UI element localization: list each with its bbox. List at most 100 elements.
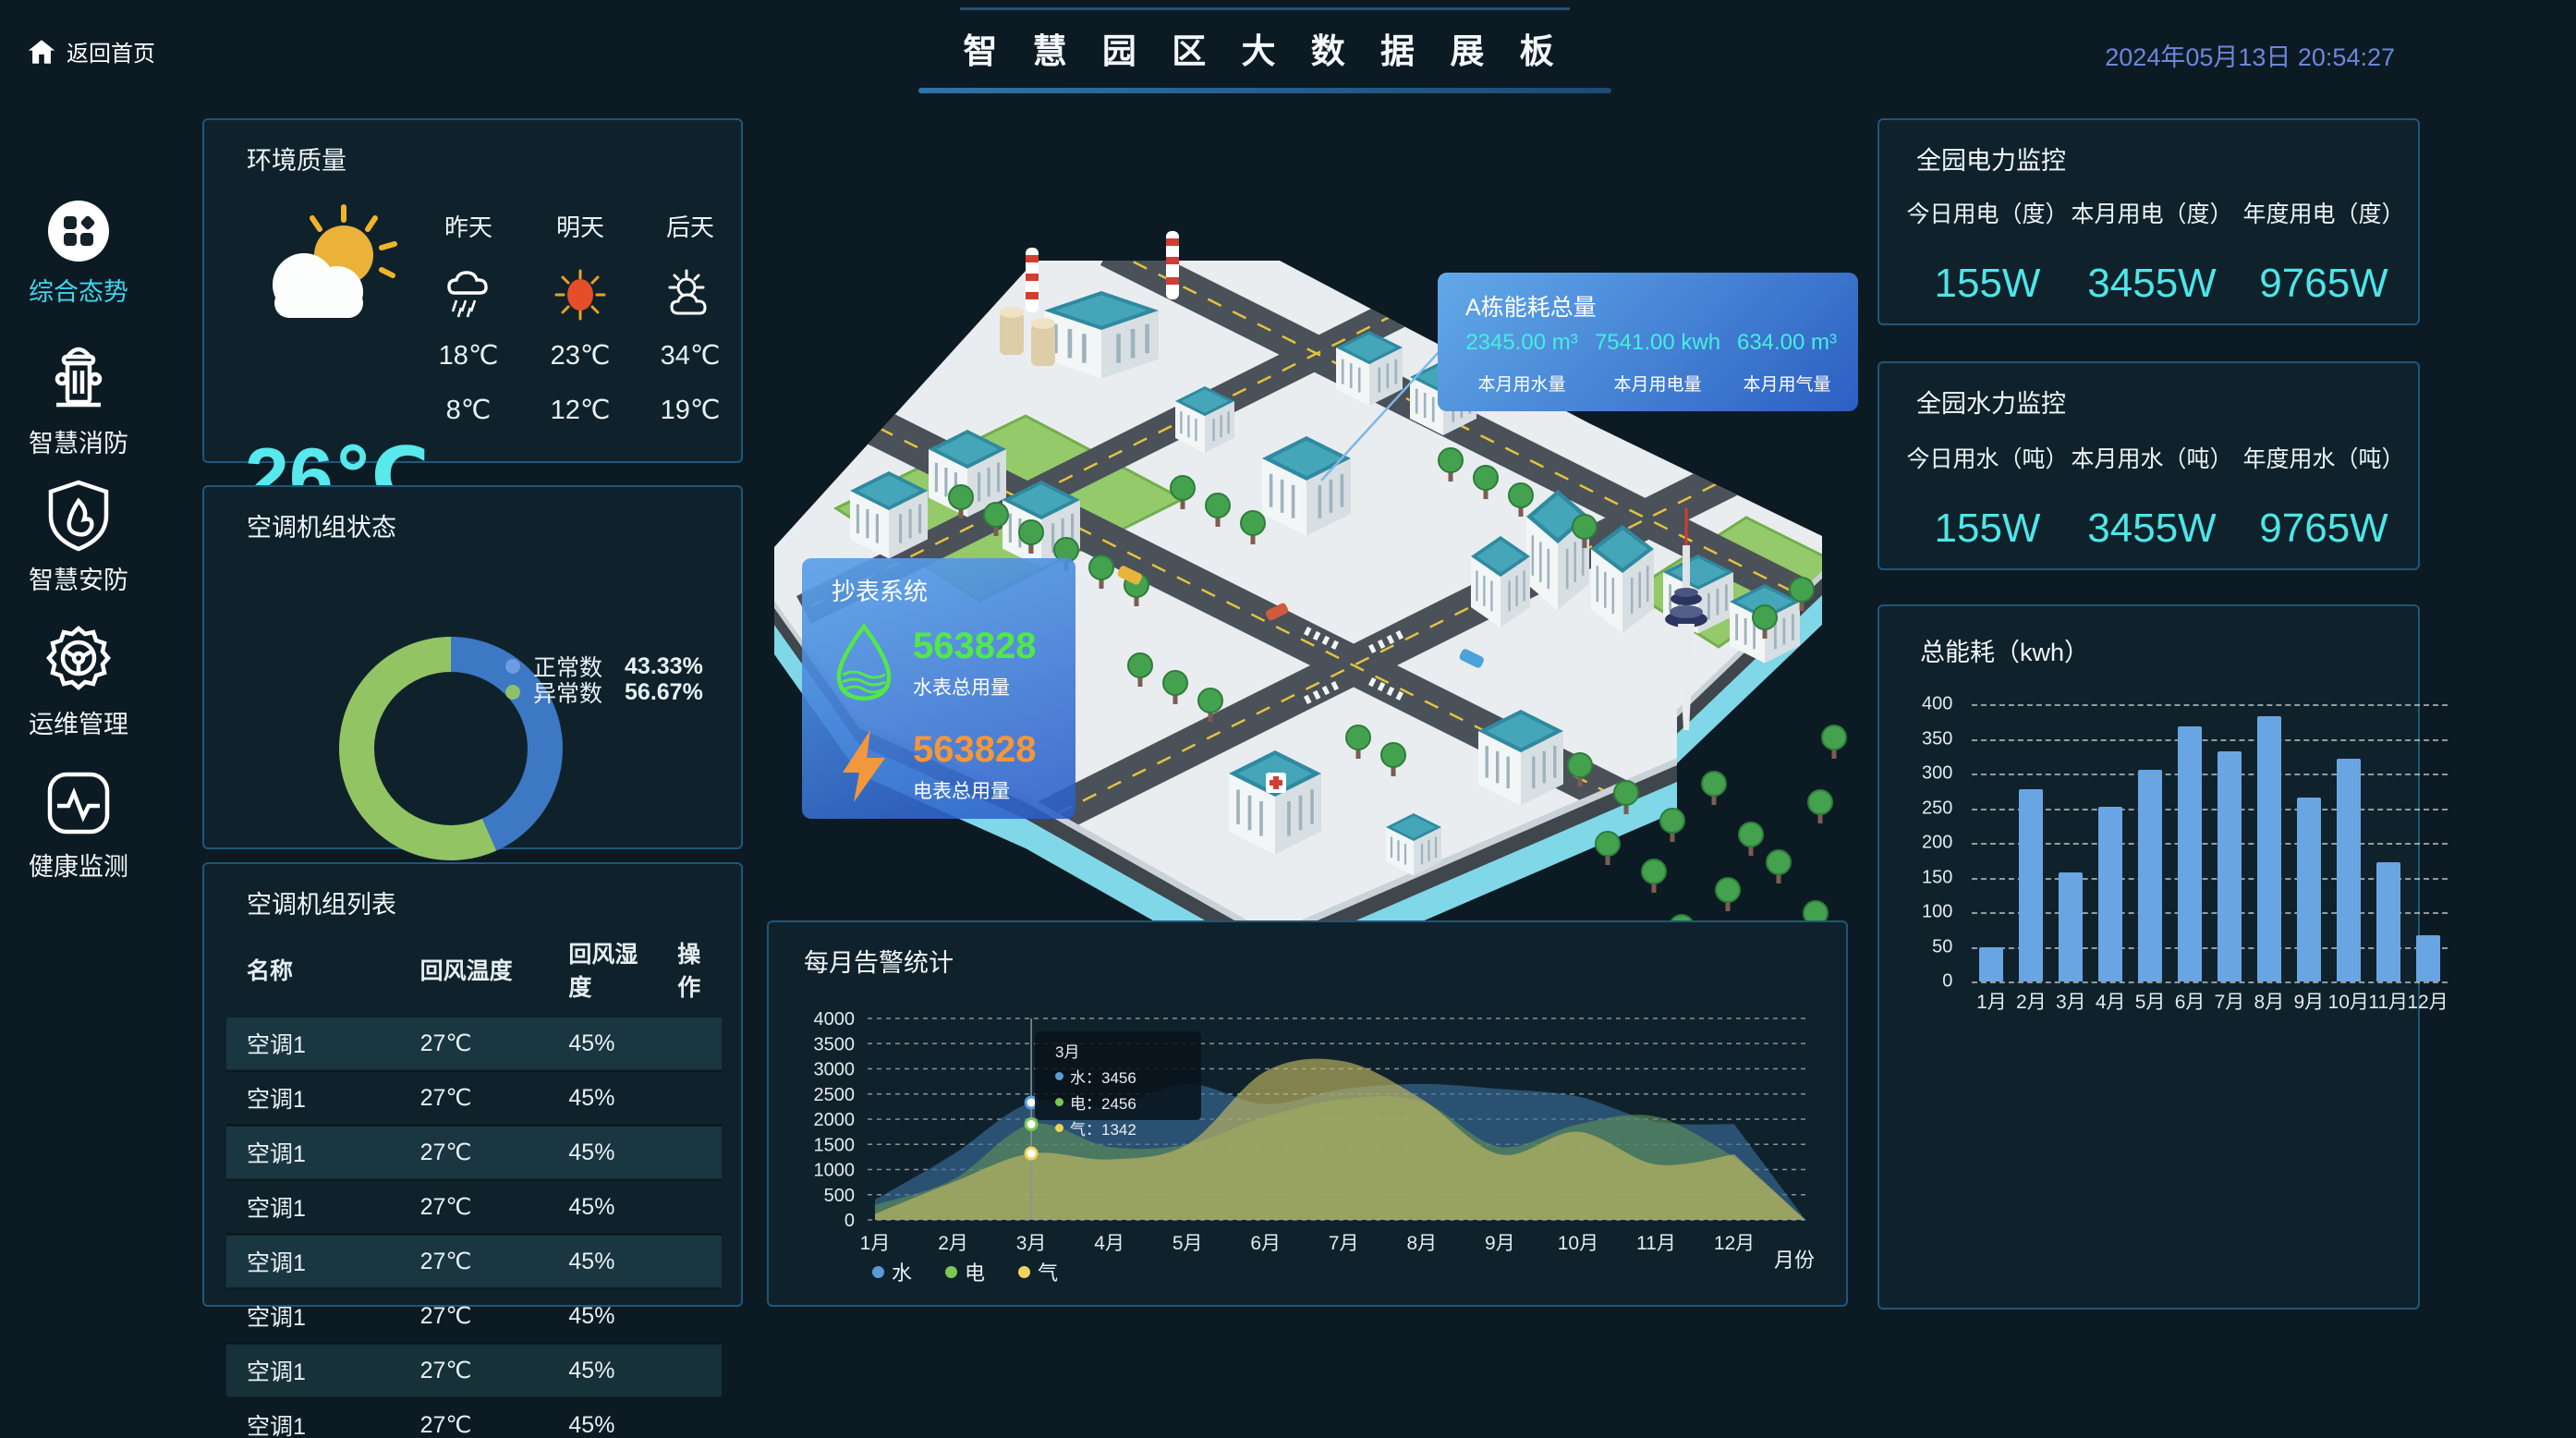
stat-month: 本月用电（度） 3455W [2071, 201, 2233, 306]
panel-title: 空调机组状态 [247, 514, 396, 542]
bar [1979, 946, 2004, 981]
bar [2376, 862, 2400, 981]
total-energy-panel: 总能耗（kwh） 400 350 300 250 200 150 100 50 0 1月 2月 3月 4… [1877, 604, 2448, 1310]
silo-icon [1000, 307, 1055, 366]
svg-text:3500: 3500 [814, 1034, 856, 1054]
alarm-stats-panel: 每月告警统计 0 500 1000 1500 2000 2500 3000 3500 4000 1… [767, 920, 1848, 1307]
shield-flame-icon [48, 480, 109, 552]
energy-bar-chart: 400 350 300 250 200 150 100 50 0 1月 2月 3月 4月 5月 6月 7月 8月… [1922, 693, 2448, 1014]
water-metric: 2345.00 m³ 本月用水量 [1465, 330, 1578, 395]
sidebar-item-label: 健康监测 [29, 853, 128, 881]
bar [2138, 770, 2163, 981]
bar [2415, 934, 2440, 981]
hospital-cross-icon [1266, 773, 1286, 793]
svg-text:2500: 2500 [814, 1085, 856, 1105]
chart-legend: 水电气 [872, 1257, 1058, 1286]
svg-text:7月: 7月 [1329, 1233, 1359, 1254]
sidebar-item-label: 综合态势 [29, 278, 128, 306]
svg-text:2月: 2月 [938, 1233, 968, 1254]
svg-text:1月: 1月 [860, 1233, 891, 1254]
table-row: 空调1 27℃ 45% [226, 1070, 722, 1127]
ac-status-donut-chart [339, 637, 563, 860]
panel-title: 空调机组列表 [247, 891, 396, 919]
ac-list-panel: 空调机组列表 名称 回风温度 回风湿度 操作 空调1 27℃ 45% 空调1 27℃ 45% 空调… [202, 862, 743, 1438]
svg-text:2000: 2000 [814, 1110, 856, 1130]
card-title: A栋能耗总量 [1465, 295, 1597, 321]
stat-today: 今日用水（吨） 155W [1906, 446, 2069, 551]
panel-title: 全园水力监控 [1916, 390, 2066, 418]
meter-system-card: 抄表系统 563828 水表总用量 563828 电表总用量 [802, 558, 1075, 819]
bar [2217, 751, 2242, 981]
card-title: 抄表系统 [832, 578, 929, 605]
table-row: 空调1 27℃ 45% [226, 1179, 722, 1236]
sidebar-item-ops[interactable]: 运维管理 [0, 621, 157, 740]
table-row: 空调1 27℃ 45% [226, 1018, 722, 1072]
stat-today: 今日用电（度） 155W [1906, 201, 2069, 306]
x-axis-label: 月份 [1774, 1249, 1816, 1272]
gear-icon [46, 626, 111, 690]
stat-year: 年度用电（度） 9765W [2242, 201, 2405, 306]
forecast-day-after: 后天 34℃ 19℃ [660, 213, 721, 425]
svg-text:9月: 9月 [1485, 1233, 1515, 1254]
sidebar-item-fire[interactable]: 智慧消防 [0, 340, 157, 459]
hydrant-icon [55, 347, 103, 408]
sidebar-item-security[interactable]: 智慧安防 [0, 477, 157, 596]
bar [2336, 758, 2361, 981]
title-bottom-line [918, 88, 1611, 93]
vehicles [1117, 566, 1484, 668]
panel-title: 每月告警统计 [804, 949, 954, 977]
sunny-icon [554, 269, 606, 321]
svg-text:6月: 6月 [1250, 1233, 1281, 1254]
dashboard-icon [48, 201, 109, 262]
legend-dot [505, 685, 520, 700]
title-top-line [960, 7, 1570, 10]
panel-title: 总能耗（kwh） [1920, 639, 2090, 666]
sidebar-item-health[interactable]: 健康监测 [0, 767, 157, 883]
svg-text:0: 0 [844, 1211, 855, 1231]
stat-year: 年度用水（吨） 9765W [2242, 446, 2405, 551]
back-home-label: 返回首页 [67, 42, 155, 67]
bar [2098, 807, 2123, 981]
panel-title: 环境质量 [247, 147, 346, 175]
callout-line [1320, 350, 1440, 481]
sidebar-item-label: 智慧安防 [29, 567, 128, 594]
bar [2178, 726, 2203, 981]
svg-text:4月: 4月 [1094, 1233, 1124, 1254]
water-meter-row: 563828 水表总用量 [832, 623, 1036, 702]
rain-icon [447, 271, 488, 318]
legend-normal: 正常数 43.33% [505, 650, 703, 683]
lightning-icon [843, 730, 885, 802]
table-row: 空调1 27℃ 45% [226, 1234, 722, 1290]
power-metric: 7541.00 kwh 本月用电量 [1594, 330, 1721, 395]
sidebar-item-label: 运维管理 [29, 711, 128, 738]
column-header: 回风温度 [419, 958, 513, 984]
bar [2059, 871, 2084, 981]
alarm-area-chart: 0 500 1000 1500 2000 2500 3000 3500 4000 1月 2月 3月 4月… [814, 1009, 1805, 1254]
datetime: 2024年05月13日 20:54:27 [2105, 43, 2395, 71]
legend-abnormal: 异常数 56.67% [505, 676, 703, 709]
forecast-yesterday: 昨天 18℃ 8℃ [438, 213, 499, 425]
gas-metric: 634.00 m³ 本月用气量 [1736, 330, 1838, 395]
panel-title: 全园电力监控 [1916, 147, 2066, 175]
column-header: 名称 [247, 958, 294, 984]
power-monitor-panel: 全园电力监控 今日用电（度） 155W 本月用电（度） 3455W 年度用电（度… [1877, 118, 2420, 325]
page-title: 智 慧 园 区 大 数 据 展 板 [963, 32, 1567, 70]
sidebar-item-overview[interactable]: 综合态势 [0, 198, 157, 308]
forecast-tomorrow: 明天 23℃ 12℃ [550, 213, 611, 425]
svg-text:10月: 10月 [1558, 1233, 1598, 1254]
svg-text:500: 500 [824, 1186, 855, 1206]
health-monitor-icon [47, 772, 110, 835]
svg-text:11月: 11月 [1636, 1233, 1676, 1254]
tv-tower-icon [1665, 508, 1707, 730]
table-header-row: 名称 回风温度 回风湿度 操作 [226, 923, 722, 1018]
water-drop-icon [836, 623, 892, 701]
svg-text:1500: 1500 [814, 1135, 856, 1155]
home-icon [28, 39, 55, 64]
sidebar-item-label: 智慧消防 [29, 430, 128, 457]
bar [2019, 788, 2044, 981]
table-row: 空调1 27℃ 45% [226, 1397, 722, 1438]
power-meter-row: 563828 电表总用量 [832, 726, 1036, 806]
water-monitor-panel: 全园水力监控 今日用水（吨） 155W 本月用水（吨） 3455W 年度用水（吨… [1877, 361, 2420, 570]
building-a-energy-card: A栋能耗总量 2345.00 m³ 本月用水量 7541.00 kwh 本月用电… [1438, 273, 1858, 411]
back-home-button[interactable]: 返回首页 [26, 35, 155, 67]
